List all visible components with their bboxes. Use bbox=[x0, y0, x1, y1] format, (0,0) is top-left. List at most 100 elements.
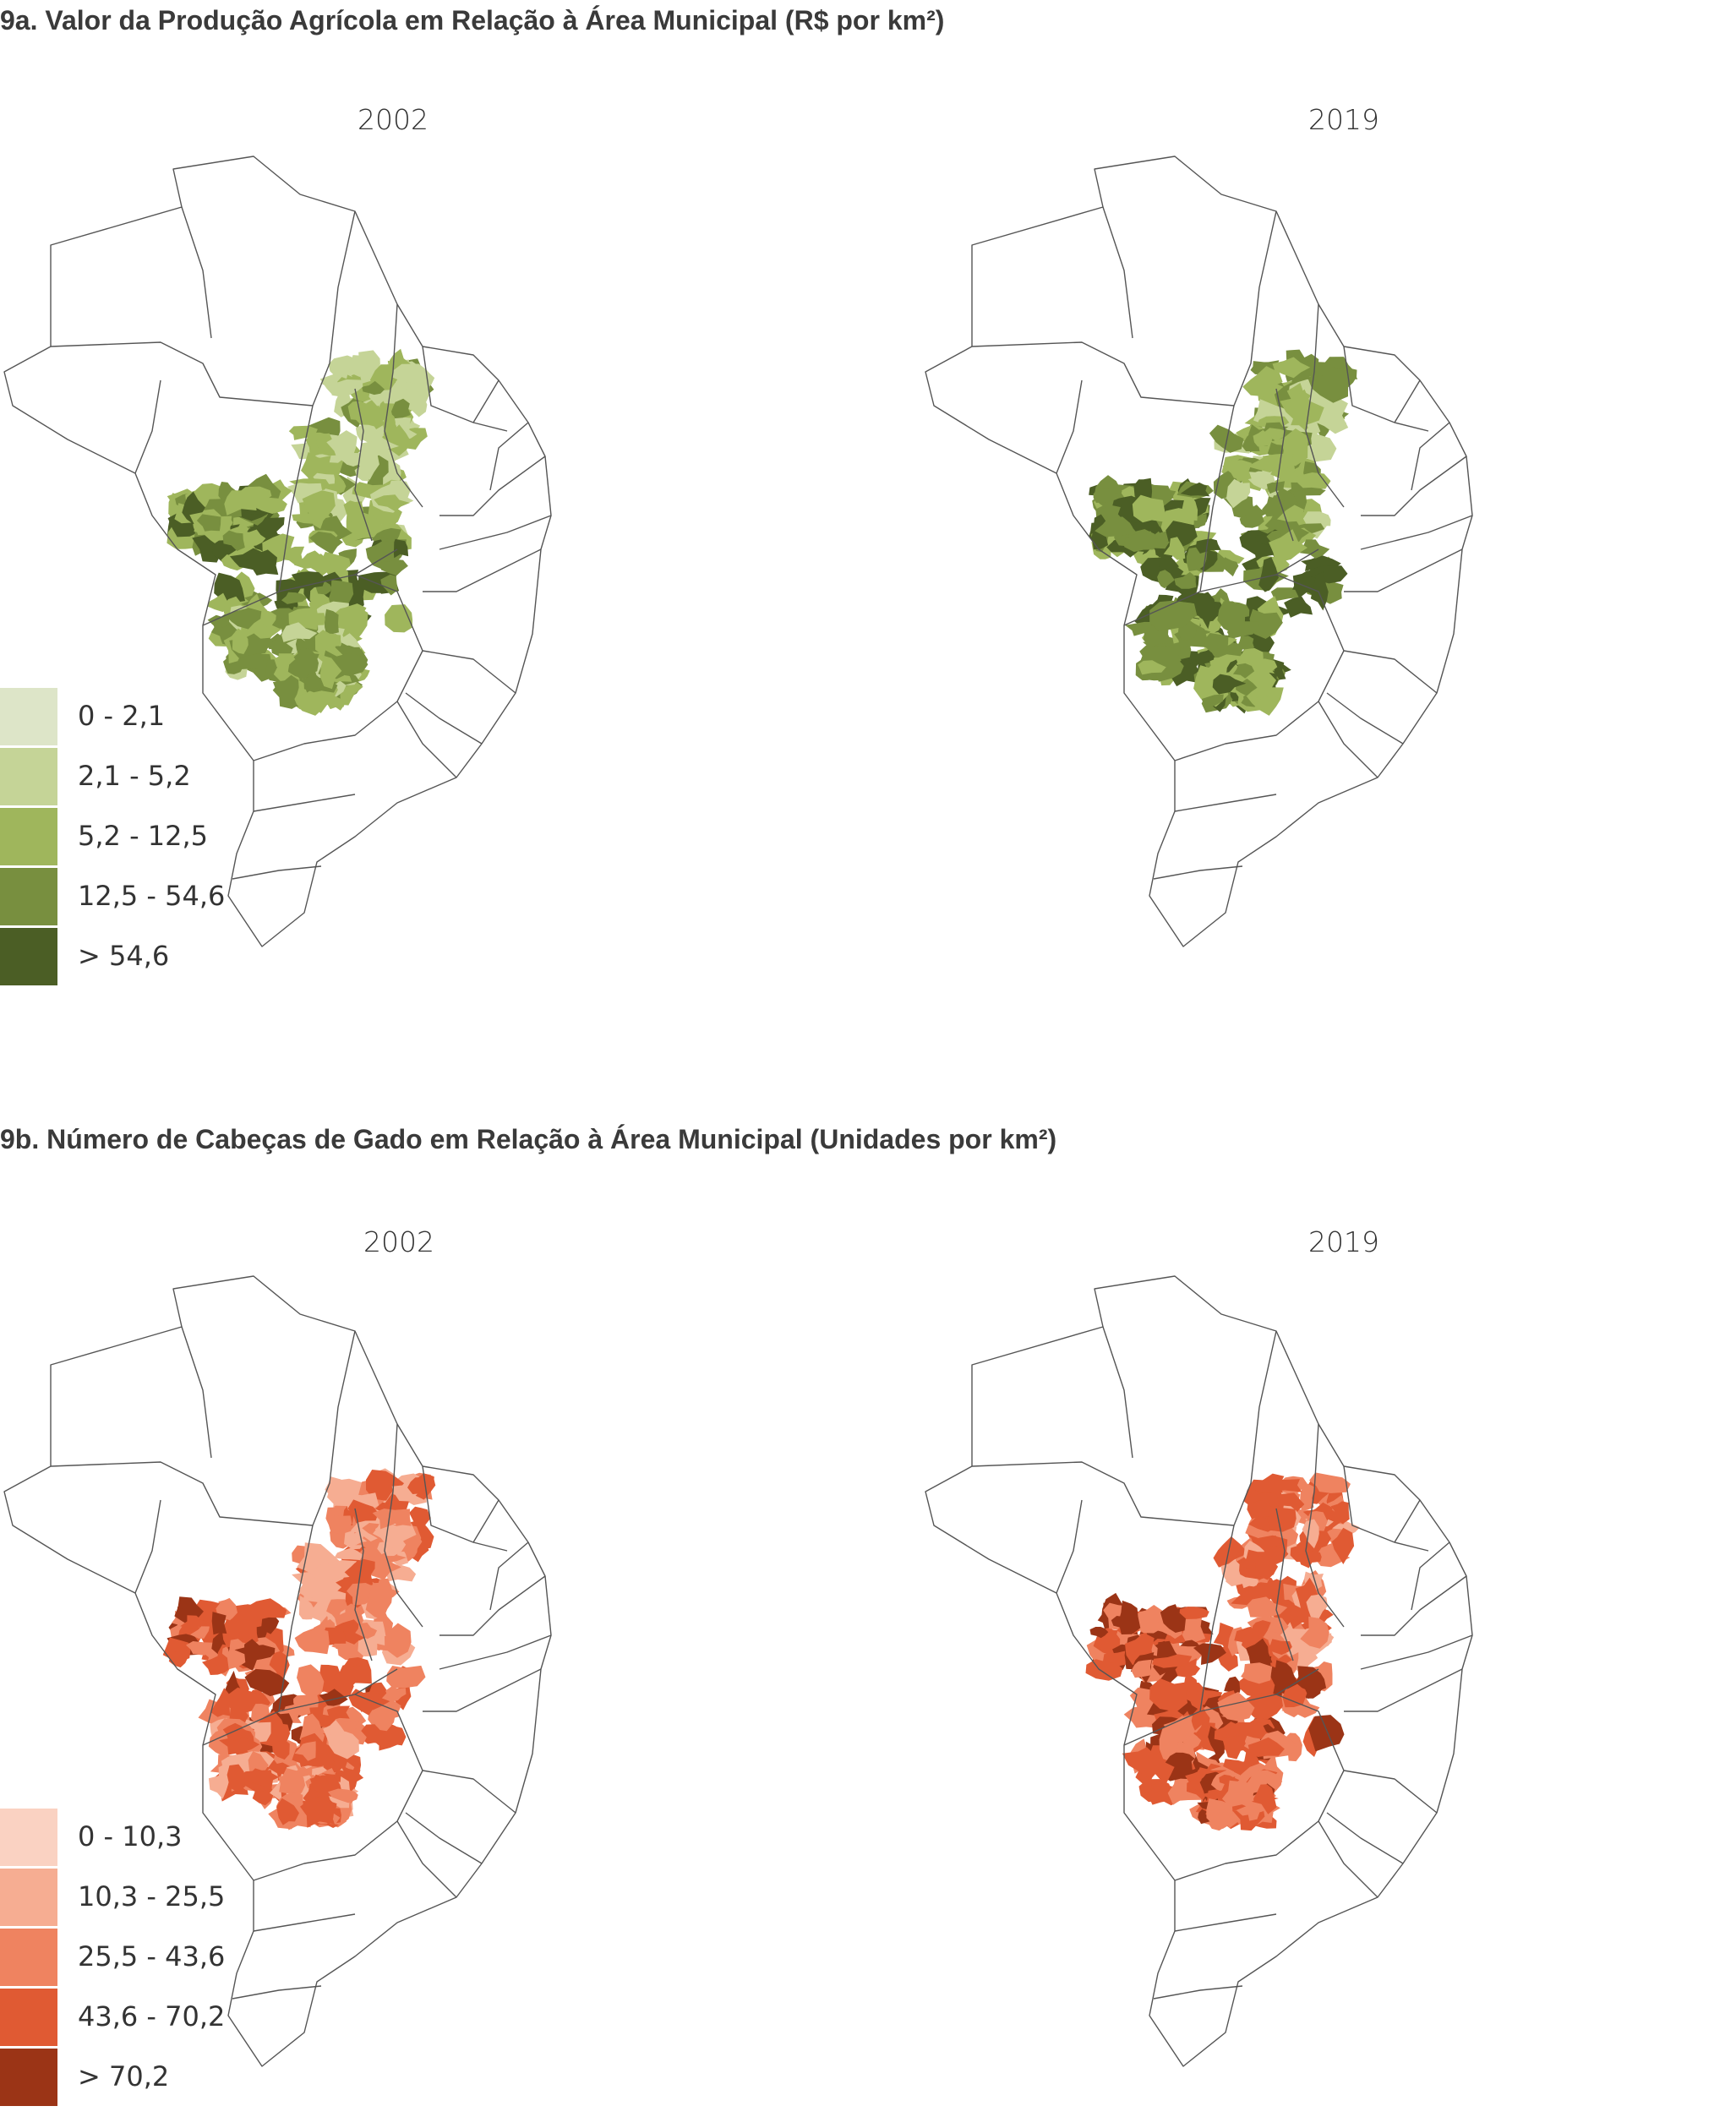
legend-swatch bbox=[0, 1989, 57, 2046]
municipality-area bbox=[1264, 1546, 1286, 1564]
state-border bbox=[312, 1330, 356, 1526]
municipality-area bbox=[1224, 1676, 1242, 1696]
legend-item: > 70,2 bbox=[0, 2049, 270, 2106]
state-border bbox=[1056, 379, 1083, 474]
state-border bbox=[1275, 574, 1345, 652]
municipality-area bbox=[196, 514, 221, 532]
municipality-area bbox=[391, 398, 411, 419]
municipality-area bbox=[324, 608, 339, 636]
municipality-area bbox=[380, 559, 408, 576]
municipality-area bbox=[210, 1688, 231, 1717]
municipality-area bbox=[1252, 1784, 1277, 1814]
municipality-area bbox=[1331, 1527, 1355, 1564]
state-border bbox=[1174, 794, 1277, 812]
state-border bbox=[1056, 1499, 1083, 1594]
municipality-area bbox=[1237, 636, 1254, 651]
state-border bbox=[422, 346, 508, 432]
year-label-2002-cattle: 2002 bbox=[363, 1225, 434, 1258]
municipality-area bbox=[1222, 1735, 1246, 1760]
state-border bbox=[1343, 1465, 1429, 1552]
state-border bbox=[396, 1820, 457, 1898]
brazil-map-agri-2002 bbox=[3, 156, 552, 947]
state-border bbox=[181, 1326, 212, 1459]
municipality-area bbox=[272, 674, 299, 704]
state-border bbox=[312, 210, 356, 406]
municipality-area bbox=[294, 1741, 316, 1761]
municipality-area bbox=[329, 363, 350, 377]
year-label-2019-cattle: 2019 bbox=[1308, 1225, 1379, 1258]
state-border bbox=[278, 405, 314, 592]
state-border bbox=[1123, 1668, 1319, 1746]
municipality-area bbox=[1284, 596, 1313, 618]
legend-swatch bbox=[0, 2049, 57, 2106]
municipality-area bbox=[1157, 570, 1175, 589]
municipality-area bbox=[1247, 658, 1278, 675]
state-border bbox=[253, 1913, 356, 1932]
municipality-area bbox=[328, 1788, 358, 1803]
municipality-area bbox=[227, 1639, 246, 1670]
brazil-map-cattle-2019 bbox=[925, 1275, 1473, 2067]
legend-label: 10,3 - 25,5 bbox=[78, 1880, 226, 1912]
municipality-area bbox=[339, 1663, 362, 1689]
municipality-area bbox=[1241, 1662, 1273, 1684]
municipality-area bbox=[1249, 608, 1283, 639]
state-border bbox=[422, 1465, 508, 1552]
state-border bbox=[1326, 1812, 1404, 1864]
municipality-area bbox=[326, 1599, 348, 1622]
municipality-area bbox=[383, 407, 396, 434]
municipality-area bbox=[270, 631, 293, 659]
municipality-area bbox=[1124, 531, 1170, 552]
municipality-area bbox=[308, 554, 332, 577]
municipality-area bbox=[1213, 1536, 1248, 1568]
municipality-fills bbox=[167, 348, 435, 716]
municipality-area bbox=[327, 1731, 359, 1760]
state-border bbox=[1275, 388, 1294, 542]
municipality-area bbox=[1193, 1643, 1226, 1665]
municipality-area bbox=[1299, 511, 1331, 527]
state-border bbox=[1275, 1694, 1345, 1771]
municipality-area bbox=[1280, 389, 1324, 426]
municipality-area bbox=[1122, 1747, 1160, 1778]
legend-label: 25,5 - 43,6 bbox=[78, 1940, 226, 1972]
state-border bbox=[1153, 1985, 1243, 2000]
municipality-area bbox=[1252, 1620, 1271, 1637]
municipality-area bbox=[1300, 1616, 1329, 1649]
municipality-area bbox=[1131, 1659, 1153, 1678]
municipality-area bbox=[1149, 1678, 1191, 1712]
legend-swatch bbox=[0, 1809, 57, 1866]
state-border bbox=[472, 379, 500, 423]
municipality-area bbox=[218, 482, 238, 505]
legend-swatch bbox=[0, 808, 57, 865]
municipality-area bbox=[390, 538, 409, 559]
state-border bbox=[405, 1812, 483, 1864]
state-border bbox=[971, 1461, 1235, 1526]
state-border bbox=[1360, 515, 1473, 550]
state-border bbox=[439, 515, 552, 550]
municipality-area bbox=[224, 488, 258, 516]
state-border bbox=[489, 1541, 529, 1611]
municipality-fills bbox=[1089, 349, 1358, 716]
legend-item: 43,6 - 70,2 bbox=[0, 1989, 270, 2046]
municipality-area bbox=[1308, 1715, 1345, 1752]
municipality-area bbox=[297, 1664, 325, 1700]
municipality-area bbox=[1253, 429, 1273, 447]
municipality-area bbox=[1095, 516, 1135, 537]
municipality-area bbox=[392, 363, 434, 384]
municipality-area bbox=[1180, 482, 1210, 497]
legend-label: > 70,2 bbox=[78, 2060, 170, 2092]
municipality-area bbox=[202, 1656, 233, 1675]
section-title-cattle: 9b. Número de Cabeças de Gado em Relação… bbox=[0, 1124, 1057, 1154]
country-outline bbox=[3, 156, 552, 947]
state-border bbox=[50, 1461, 314, 1526]
municipality-area bbox=[326, 430, 358, 462]
state-border bbox=[1394, 379, 1421, 423]
legend-swatch bbox=[0, 748, 57, 805]
municipality-area bbox=[1149, 600, 1195, 632]
municipality-area bbox=[407, 1476, 434, 1494]
state-border bbox=[232, 1985, 322, 2000]
state-border bbox=[1361, 1575, 1467, 1636]
state-border bbox=[423, 1668, 542, 1712]
municipality-area bbox=[276, 1798, 299, 1825]
municipality-area bbox=[1089, 1627, 1109, 1639]
state-border bbox=[439, 1634, 552, 1670]
